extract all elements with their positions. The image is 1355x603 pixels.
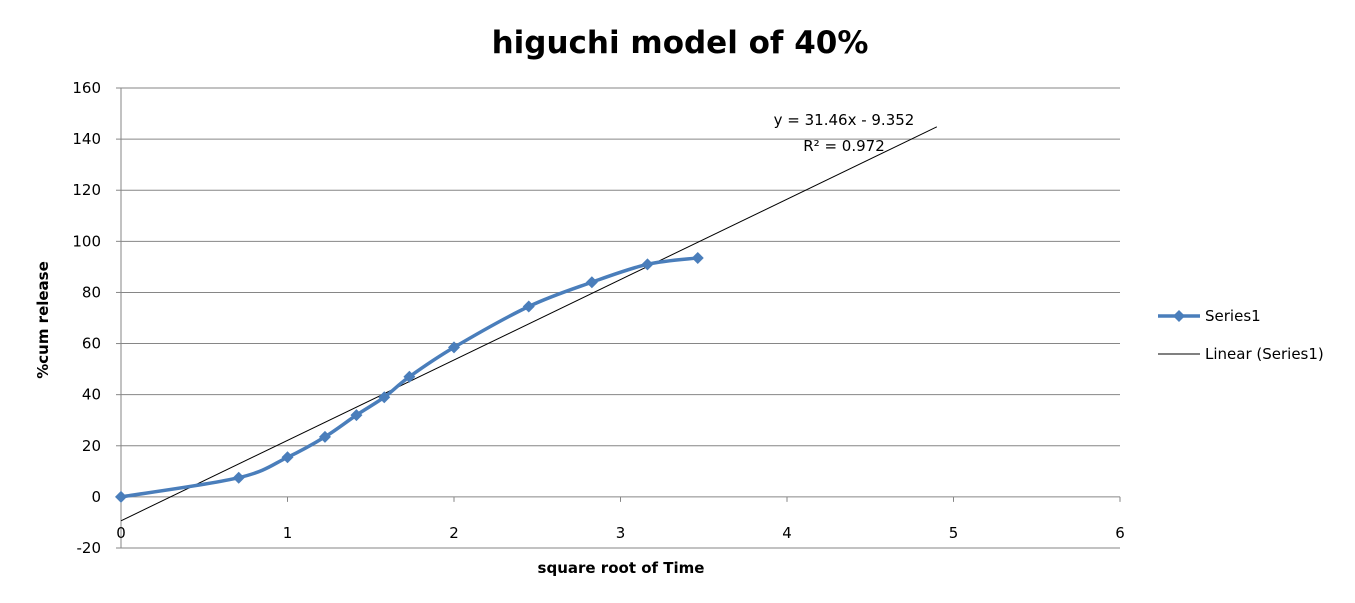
series1-point <box>403 370 416 383</box>
trendline <box>120 126 938 522</box>
gridlines <box>121 87 1120 549</box>
x-axis-label: square root of Time <box>538 559 705 577</box>
series1-point <box>641 258 654 271</box>
x-tick-label: 1 <box>283 524 293 542</box>
y-tick-label: 0 <box>91 488 101 506</box>
series1-point <box>350 409 363 422</box>
x-tick-label: 0 <box>116 524 126 542</box>
series1-point <box>232 471 245 484</box>
x-tick-label: 3 <box>616 524 626 542</box>
y-tick-label: -20 <box>77 539 102 557</box>
legend-series1-label: Series1 <box>1205 307 1261 325</box>
series-layer <box>115 251 704 503</box>
tick-labels: -20 0 20 40 60 80 100 120 140 160 0 1 2 3 4 5 6 <box>72 79 1124 557</box>
x-tick-label: 6 <box>1115 524 1125 542</box>
legend-trendline-label: Linear (Series1) <box>1205 345 1324 363</box>
y-tick-label: 60 <box>82 335 101 353</box>
y-tick-label: 40 <box>82 386 101 404</box>
series1-point <box>115 490 127 503</box>
series1-point <box>585 276 598 289</box>
trendline-equation: y = 31.46x - 9.352 <box>774 111 915 129</box>
y-tick-label: 140 <box>72 130 101 148</box>
trendline-line <box>120 126 938 522</box>
legend: Series1 Linear (Series1) <box>1158 307 1324 363</box>
y-tick-label: 80 <box>82 283 101 301</box>
chart-title: higuchi model of 40% <box>492 25 869 61</box>
x-tick-label: 4 <box>782 524 792 542</box>
series1-point <box>522 300 535 313</box>
y-tick-label: 160 <box>72 79 101 97</box>
legend-series1-marker <box>1173 310 1185 322</box>
series1-point <box>318 430 331 443</box>
trendline-r-squared: R² = 0.972 <box>803 137 884 155</box>
series1-point <box>691 251 704 264</box>
x-tick-label: 5 <box>949 524 959 542</box>
y-tick-label: 100 <box>72 232 101 250</box>
series1-point <box>281 451 294 464</box>
series1-point <box>378 391 391 404</box>
series1-point <box>448 341 460 354</box>
y-tick-label: 20 <box>82 437 101 455</box>
y-axis-label: %cum release <box>34 261 52 379</box>
y-tick-label: 120 <box>72 181 101 199</box>
x-tick-label: 2 <box>449 524 459 542</box>
axes <box>116 87 1121 549</box>
